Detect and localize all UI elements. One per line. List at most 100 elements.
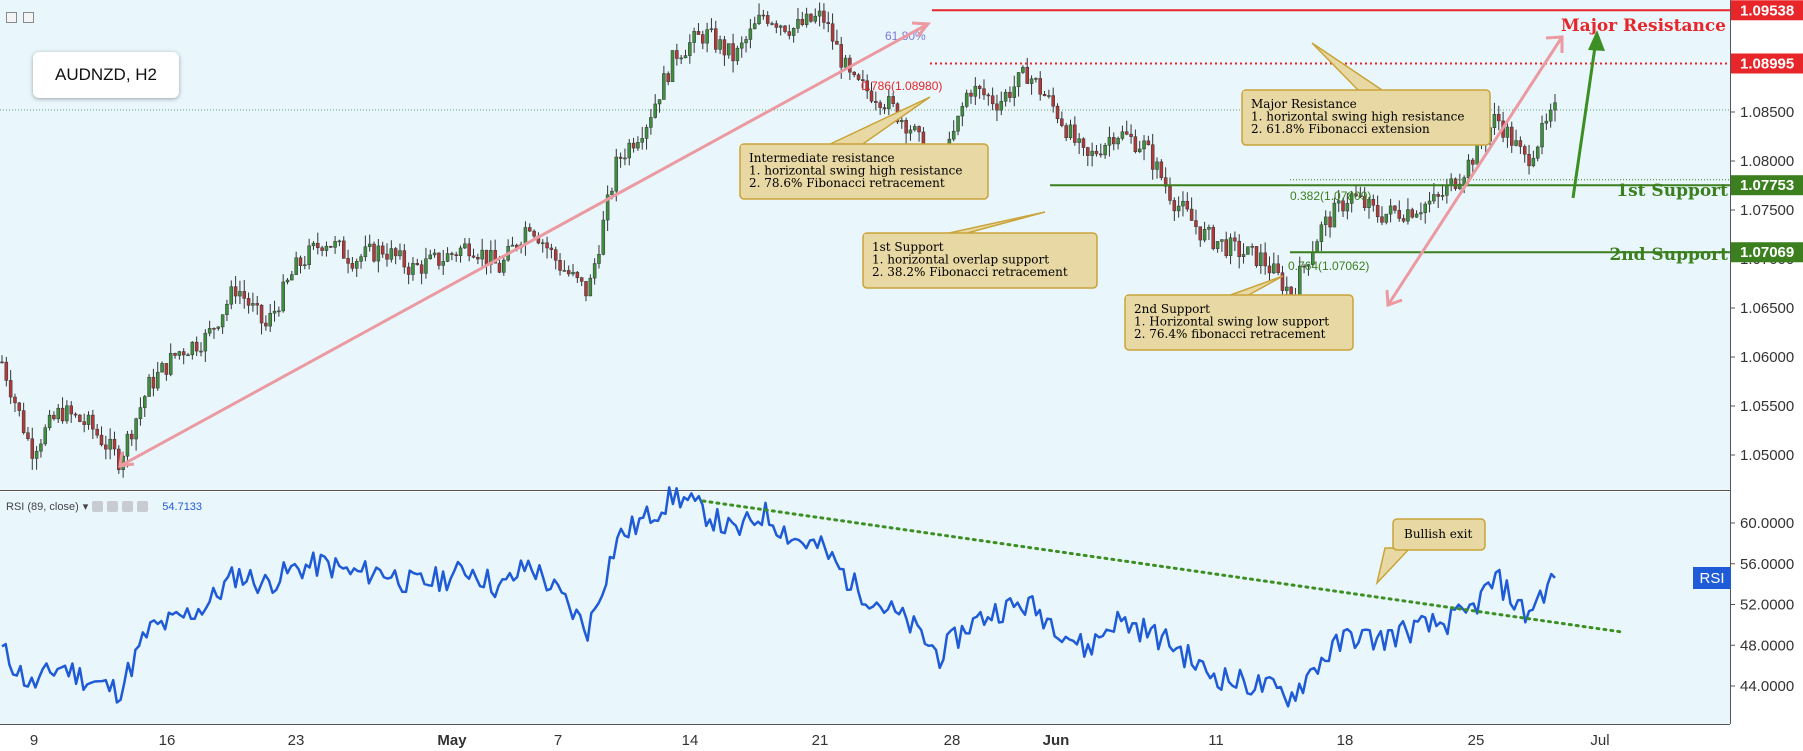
candle-body: [1073, 124, 1077, 143]
flag-icon[interactable]: [23, 12, 34, 23]
collapse-icon[interactable]: [6, 12, 17, 23]
major-resistance-line-2: 1. horizontal swing high resistance: [1251, 110, 1465, 124]
candle-body: [913, 126, 917, 131]
candle-body: [337, 240, 342, 243]
candle-body: [441, 261, 445, 266]
candle-body: [1432, 194, 1436, 202]
candle-body: [1492, 113, 1497, 128]
candle-body: [588, 277, 593, 297]
candle-body: [528, 227, 532, 232]
candle-body: [1393, 205, 1397, 211]
candle-body: [316, 242, 320, 248]
candle-body: [579, 277, 584, 282]
add-icon[interactable]: [122, 501, 134, 512]
candle-body: [1172, 200, 1177, 212]
candle-body: [376, 245, 381, 262]
candle-body: [813, 15, 818, 22]
candle-body: [562, 270, 567, 272]
candle-body: [1185, 200, 1190, 210]
major-resistance-box: [1241, 89, 1491, 146]
candle-body: [60, 407, 65, 422]
candle-body: [744, 39, 748, 44]
fib382-label: 0.382(1.07809): [1290, 189, 1371, 203]
candle-body: [1120, 131, 1125, 139]
candle-body: [303, 264, 307, 266]
x-tick-label: 25: [1468, 732, 1485, 749]
dropdown-arrow-icon[interactable]: ▾: [82, 501, 89, 513]
candle-body: [553, 249, 558, 261]
x-tick-label: 16: [159, 732, 176, 749]
candle-body: [324, 245, 329, 251]
candle-body: [1099, 153, 1103, 156]
candle-body: [424, 258, 428, 274]
bullish-exit-callout: Bullish exit: [1375, 518, 1486, 586]
candle-body: [839, 44, 843, 68]
rsi-indicator-label: RSI (89, close): [6, 500, 79, 513]
candle-body: [168, 353, 173, 375]
candle-body: [1060, 118, 1064, 126]
candle-body: [1306, 264, 1311, 267]
candle-body: [584, 281, 588, 297]
candle-body: [761, 14, 766, 17]
candle-body: [458, 247, 463, 256]
candle-body: [986, 94, 991, 97]
x-tick-label: 21: [812, 732, 829, 749]
candle-body: [1168, 186, 1172, 201]
candle-body: [644, 127, 649, 139]
candle-body: [532, 230, 536, 237]
candle-body: [1458, 183, 1462, 189]
candle-body: [1371, 199, 1376, 206]
candle-body: [354, 261, 359, 269]
candle-body: [0, 361, 4, 364]
candle-body: [1445, 185, 1449, 196]
candle-body: [830, 23, 835, 42]
chart-corner-controls: [6, 12, 34, 23]
candle-body: [346, 258, 350, 264]
candle-body: [692, 31, 696, 43]
candle-body: [1263, 252, 1267, 267]
candle-body: [982, 88, 986, 96]
eye-icon[interactable]: [92, 501, 104, 512]
settings-icon[interactable]: [107, 501, 119, 512]
rsi-badge-bg: [1693, 567, 1731, 589]
candle-body: [1207, 227, 1211, 230]
symbol-label: AUDNZD, H2: [33, 52, 179, 98]
candle-body: [329, 245, 333, 248]
candle-body: [908, 129, 913, 134]
price-tick-label: 1.06500: [1740, 300, 1794, 317]
candle-body: [1012, 86, 1017, 98]
candle-body: [389, 248, 394, 260]
candle-body: [601, 219, 606, 255]
rsi-legend: RSI (89, close) ▾ 54.7133: [6, 500, 202, 514]
candle-body: [311, 242, 316, 247]
candle-body: [822, 10, 826, 23]
candle-body: [774, 23, 779, 28]
candle-body: [748, 28, 753, 40]
candle-body: [264, 322, 268, 327]
candle-body: [722, 39, 727, 56]
candle-body: [718, 39, 722, 50]
candle-body: [190, 341, 195, 356]
candle-body: [298, 257, 303, 266]
candle-body: [1540, 122, 1544, 148]
candle-body: [255, 303, 259, 306]
candle-body: [1544, 120, 1549, 124]
candle-body: [597, 254, 601, 264]
second-support-line-1: 2nd Support: [1134, 302, 1210, 316]
candle-body: [34, 450, 39, 459]
candle-body: [1233, 237, 1237, 242]
candle-body: [990, 95, 995, 105]
second-support-box: [1124, 294, 1354, 351]
rsi-tick-label: 44.0000: [1740, 678, 1794, 695]
candle-body: [26, 432, 30, 439]
candle-body: [1051, 95, 1055, 107]
close-icon[interactable]: [137, 501, 149, 512]
candle-body: [1116, 138, 1120, 145]
candle-body: [1397, 210, 1402, 219]
candle-body: [973, 85, 978, 97]
candle-body: [73, 413, 78, 416]
candle-body: [493, 250, 497, 264]
candle-body: [666, 73, 670, 82]
candle-body: [592, 263, 597, 279]
